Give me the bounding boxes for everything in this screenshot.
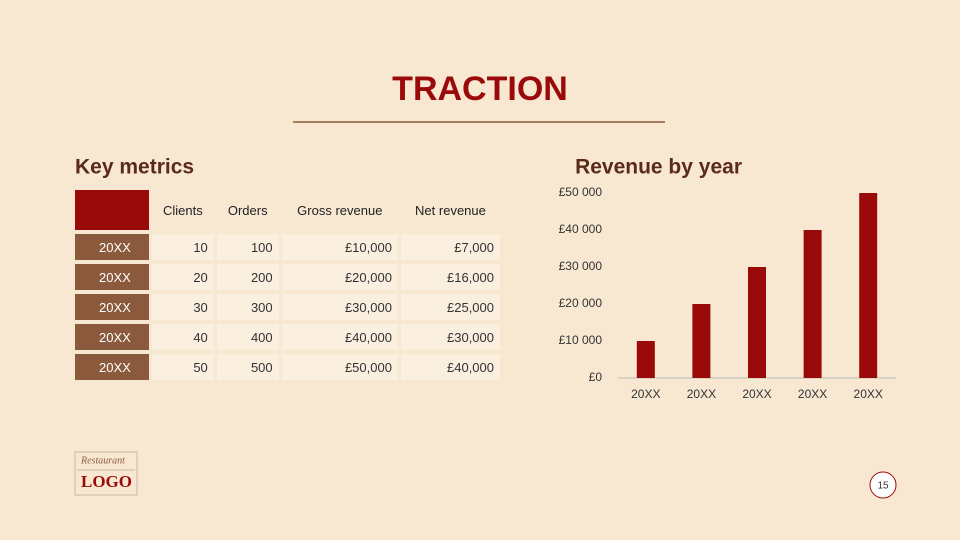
cell: 400 — [216, 324, 279, 350]
metrics-table: Clients Orders Gross revenue Net revenue 20X… — [72, 186, 503, 384]
column-header: Net revenue — [415, 202, 486, 218]
y-tick-label: £10 000 — [559, 333, 603, 347]
logo-box — [74, 451, 138, 496]
cell: 20 — [151, 264, 214, 290]
cell: £30,000 — [400, 324, 500, 350]
y-tick-label: £30 000 — [559, 259, 603, 273]
table-title: Key metrics — [75, 156, 194, 179]
y-tick-label: £0 — [589, 370, 603, 384]
cell: £40,000 — [400, 354, 500, 380]
page-number: 15 — [877, 481, 889, 492]
x-tick-label: 20XX — [854, 387, 883, 401]
column-header: Orders — [227, 202, 268, 218]
cell: £16,000 — [400, 264, 500, 290]
cell: £20,000 — [281, 264, 398, 290]
cell: 30 — [151, 294, 214, 320]
bar — [748, 267, 766, 378]
bar — [692, 304, 711, 378]
slide-title: TRACTION — [392, 70, 568, 108]
table-row: 20XX 10 100 £10,000 £7,000 — [75, 234, 500, 260]
row-label: 20XX — [75, 354, 149, 380]
table-row: 20XX 50 500 £50,000 £40,000 — [75, 354, 500, 380]
x-tick-label: 20XX — [631, 387, 660, 401]
table-row: 20XX 30 300 £30,000 £25,000 — [75, 294, 500, 320]
cell: £25,000 — [400, 294, 500, 320]
logo-bottom: LOGO — [81, 472, 132, 491]
table-row: 20XX 20 200 £20,000 £16,000 — [75, 264, 500, 290]
cell: 500 — [216, 354, 279, 380]
x-tick-label: 20XX — [798, 387, 827, 401]
y-tick-label: £40 000 — [559, 222, 603, 236]
bar — [636, 341, 655, 378]
cell: £10,000 — [281, 234, 398, 260]
cell: 40 — [151, 324, 214, 350]
cell: £40,000 — [281, 324, 398, 350]
x-tick-label: 20XX — [687, 387, 716, 401]
cell: 200 — [216, 264, 279, 290]
row-label: 20XX — [75, 324, 149, 350]
cell: £50,000 — [281, 354, 398, 380]
row-label: 20XX — [75, 264, 149, 290]
column-header: Gross revenue — [297, 202, 383, 218]
cell: 100 — [216, 234, 279, 260]
x-tick-label: 20XX — [742, 387, 771, 401]
y-tick-label: £20 000 — [559, 296, 603, 310]
cell: £7,000 — [400, 234, 500, 260]
page-badge — [869, 471, 897, 499]
cell: 300 — [216, 294, 279, 320]
cell: 50 — [151, 354, 214, 380]
bar — [803, 230, 822, 378]
corner-cell — [75, 190, 149, 230]
cell: 10 — [151, 234, 214, 260]
row-label: 20XX — [75, 294, 149, 320]
row-label: 20XX — [75, 234, 149, 260]
bar — [859, 193, 878, 378]
chart-title: Revenue by year — [575, 156, 742, 179]
logo-top: Restaurant — [80, 455, 125, 466]
y-tick-label: £50 000 — [559, 185, 603, 199]
table-row: 20XX 40 400 £40,000 £30,000 — [75, 324, 500, 350]
cell: £30,000 — [281, 294, 398, 320]
column-header: Clients — [162, 202, 203, 218]
